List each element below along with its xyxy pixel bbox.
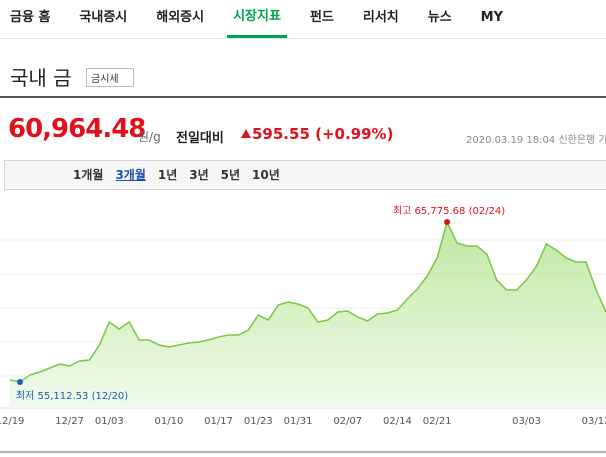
period-tab[interactable]: 1개월 — [73, 168, 104, 182]
chart: 12/19 12/27 01/03 01/10 01/17 01/23 01/31 02/07… — [0, 205, 606, 453]
x-tick-label: 02/14 — [383, 416, 412, 427]
nav-bar: 금융 홈 국내증시 해외증시 시장지표 펀드 리서치 뉴스 MY — [0, 0, 606, 39]
up-arrow — [241, 129, 251, 138]
x-tick-label: 01/17 — [204, 416, 233, 427]
gold-price-button[interactable]: 금시세 — [86, 68, 134, 87]
x-tick-label: 12/19 — [0, 416, 24, 427]
source: 신한은행 기준 — [558, 135, 606, 146]
nav-item[interactable]: 시장지표 — [227, 0, 287, 38]
change: 595.55 (+0.99%) — [240, 125, 393, 143]
period-tab[interactable]: 5년 — [220, 168, 241, 182]
change-label: 전일대비 — [176, 131, 224, 146]
time: 2020.03.19 18:04 — [466, 135, 556, 146]
x-tick-label: 02/21 — [423, 416, 452, 427]
page-title: 국내 금 — [10, 66, 72, 90]
nav-item[interactable]: 국내증시 — [79, 10, 128, 25]
unit: 원/g — [138, 130, 161, 144]
header: 국내 금 금시세 — [0, 54, 606, 98]
line — [9, 219, 606, 383]
period-tabs: 1개월 3개월 1년 3년 5년 10년 — [4, 160, 606, 190]
area — [10, 222, 606, 408]
nav-item[interactable]: 펀드 — [309, 10, 334, 25]
nav-item[interactable]: MY — [480, 10, 504, 25]
x-tick-label: 01/10 — [155, 416, 184, 427]
max-point — [444, 218, 451, 225]
period-tab[interactable]: 1년 — [157, 168, 178, 182]
nav-item[interactable]: 뉴스 — [427, 10, 452, 25]
price: 60,964.48 — [8, 114, 146, 144]
x-tick-label: 12/27 — [55, 416, 84, 427]
period-tab[interactable]: 10년 — [252, 168, 280, 182]
quote: 60,964.48 원/g 전일대비 595.55 (+0.99%) 2020.… — [0, 112, 606, 152]
x-tick-label: 01/31 — [284, 416, 313, 427]
x-tick-label: 01/03 — [95, 416, 124, 427]
period-tab[interactable]: 3년 — [189, 168, 209, 182]
period-tab[interactable]: 3개월 — [115, 168, 146, 182]
x-tick-label: 03/03 — [512, 416, 541, 427]
nav-item[interactable]: 해외증시 — [156, 10, 205, 25]
nav-item[interactable]: 리서치 — [362, 10, 399, 25]
change-pct: (+0.99%) — [315, 125, 394, 143]
change-value: 595.55 — [252, 125, 310, 143]
max-annotation: 최고 65,775.68 (02/24) — [393, 205, 505, 217]
nav-item[interactable]: 금융 홈 — [10, 10, 51, 25]
x-tick-label: 01/23 — [244, 416, 273, 427]
min-point — [16, 379, 23, 386]
timestamp: 2020.03.19 18:04 신한은행 기준 — [466, 131, 606, 146]
x-tick-label: 02/07 — [333, 416, 362, 427]
x-tick-label: 03/12 — [582, 416, 606, 427]
min-annotation: 최저 55,112.53 (12/20) — [16, 390, 128, 402]
